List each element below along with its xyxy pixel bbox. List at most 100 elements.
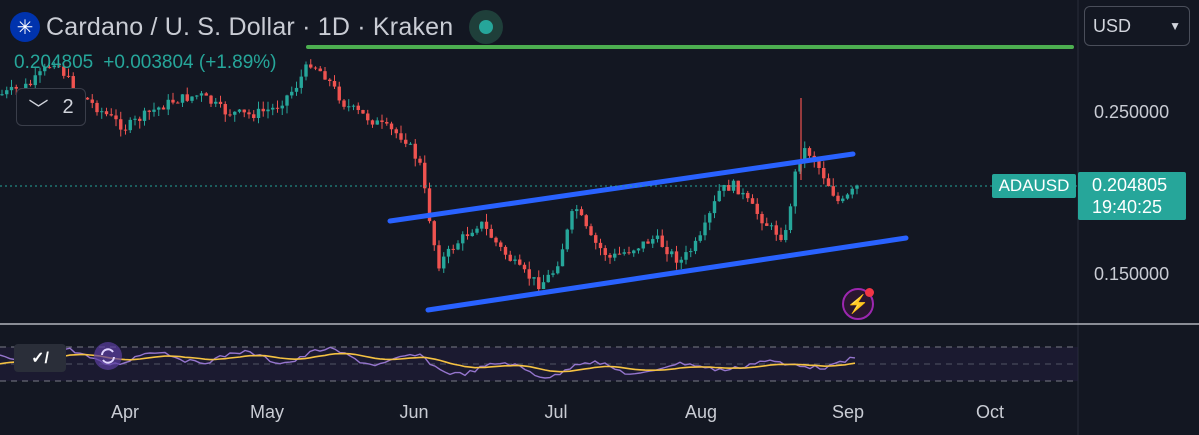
candle (489, 228, 493, 238)
x-axis-label: Jul (544, 402, 568, 422)
candle (546, 274, 550, 283)
candle (627, 252, 631, 254)
channel-upper-line[interactable] (387, 151, 856, 224)
candle (727, 185, 731, 191)
candle (850, 188, 854, 195)
candle (361, 110, 365, 114)
candle (313, 67, 318, 69)
candle (85, 97, 90, 100)
candle (494, 237, 498, 243)
candle (304, 64, 308, 77)
refresh-icon[interactable] (90, 338, 126, 374)
candle (328, 79, 332, 82)
symbol-badge: ADAUSD (992, 174, 1076, 198)
candle (138, 118, 142, 121)
candle (774, 225, 778, 235)
candle (347, 106, 351, 108)
candle (351, 105, 356, 107)
candle (446, 248, 451, 257)
candle (100, 111, 104, 113)
candle (689, 251, 693, 253)
candle (256, 108, 261, 119)
current-price-badge: 0.204805 19:40:25 (1078, 172, 1186, 220)
candle (513, 259, 517, 261)
candle (741, 192, 745, 195)
candle (9, 86, 14, 91)
currency-select[interactable]: USD ▼ (1084, 6, 1190, 46)
candle (423, 162, 427, 189)
symbol-title[interactable]: Cardano / U. S. Dollar · 1D · Kraken (46, 12, 454, 41)
price-change: +0.003804 (+1.89%) (103, 52, 277, 73)
candle (480, 221, 484, 229)
candle (822, 167, 826, 179)
candle (793, 171, 797, 207)
candle (755, 203, 759, 214)
channel-lower-line[interactable] (425, 235, 909, 313)
candle (717, 190, 721, 202)
candle (613, 253, 617, 258)
candle (527, 269, 531, 279)
indicators-toggle-button[interactable]: ﹀ 2 (16, 88, 86, 126)
candle (522, 264, 527, 270)
candle (684, 252, 688, 260)
candle (484, 221, 489, 229)
lightning-icon[interactable]: ⚡ (842, 288, 874, 320)
candle (841, 198, 845, 202)
candle (722, 185, 726, 191)
candle (209, 95, 213, 104)
x-axis-label: Aug (684, 402, 718, 422)
candle (456, 243, 460, 250)
candle (503, 246, 508, 255)
oscillator-pane (0, 346, 1078, 382)
chevron-down-icon: ▼ (1169, 19, 1181, 33)
candle (551, 273, 555, 275)
candle (399, 133, 403, 140)
candle (214, 101, 218, 104)
candle (408, 143, 413, 145)
candle (693, 240, 698, 252)
candle (342, 100, 346, 107)
candle (204, 93, 208, 96)
candle (252, 114, 256, 119)
candle (418, 158, 422, 163)
candle (665, 246, 669, 255)
candle (261, 108, 265, 112)
candle (176, 102, 180, 104)
price-tick-label: 0.250000 (1094, 102, 1170, 122)
candle (152, 109, 156, 112)
candle (309, 64, 313, 68)
candle (646, 241, 650, 244)
candle (584, 215, 588, 227)
candle (579, 209, 584, 216)
candle (356, 105, 360, 111)
candle (171, 99, 175, 103)
candle (275, 107, 280, 109)
candle (123, 129, 128, 131)
candle (323, 71, 327, 80)
candle (826, 178, 831, 187)
candle (698, 235, 702, 241)
candle (38, 71, 42, 76)
candle (299, 76, 303, 88)
market-status-icon[interactable] (469, 10, 504, 44)
candle (119, 119, 123, 130)
candle (233, 111, 237, 115)
candle (142, 110, 147, 121)
candle (589, 226, 593, 236)
x-axis-label: Sep (831, 402, 865, 422)
candle (594, 235, 598, 243)
currency-label: USD (1093, 15, 1132, 36)
candle (14, 86, 18, 89)
tradingview-logo[interactable]: ✓/ (14, 344, 66, 372)
candle (294, 87, 299, 92)
candle (470, 232, 474, 237)
candle (570, 211, 574, 230)
candle (337, 86, 341, 101)
candle (389, 123, 394, 130)
candle (608, 254, 612, 258)
candle (831, 186, 835, 196)
candle (798, 160, 802, 172)
candle (228, 114, 232, 116)
candle (394, 129, 398, 134)
